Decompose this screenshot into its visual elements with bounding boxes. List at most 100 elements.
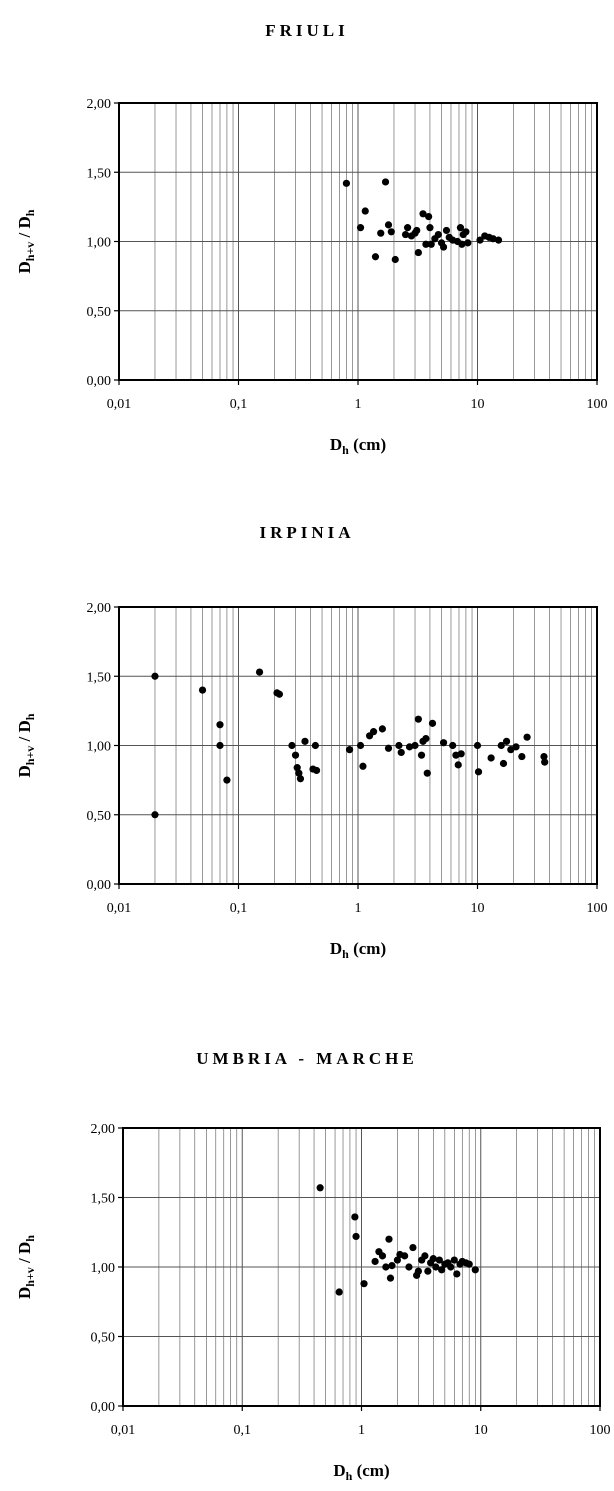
data-point [360, 1280, 368, 1288]
data-point [442, 226, 451, 235]
x-tick-label: 100 [590, 1423, 611, 1438]
y-tick-label: 0,00 [87, 878, 112, 893]
y-tick-label: 0,50 [87, 809, 112, 824]
data-point [401, 230, 410, 239]
x-tick-label: 1 [355, 901, 362, 916]
data-point [411, 741, 419, 750]
data-point [414, 715, 422, 723]
data-points [151, 668, 549, 819]
data-point [384, 221, 393, 229]
x-tick-label: 0,01 [107, 901, 132, 916]
data-point [391, 255, 399, 264]
y-tick-label: 2,00 [87, 97, 112, 112]
y-axis-label-main: D [15, 765, 34, 777]
data-point [293, 764, 301, 772]
data-point [371, 1257, 379, 1266]
data-point [405, 743, 414, 751]
data-point [474, 768, 483, 776]
x-axis-label-main: D [333, 1461, 345, 1480]
data-point [457, 750, 465, 758]
data-point [497, 741, 505, 750]
data-point [540, 752, 548, 761]
data-point [151, 672, 159, 680]
data-point [356, 741, 365, 750]
data-point [384, 744, 393, 752]
x-axis-label: Dh (cm) [330, 435, 386, 457]
data-point [462, 228, 470, 236]
data-points [316, 1184, 479, 1296]
data-point [345, 746, 354, 754]
data-point [401, 1252, 409, 1260]
x-tick-label: 1 [358, 1423, 365, 1438]
data-point [417, 751, 426, 759]
x-axis-label: Dh (cm) [330, 939, 386, 961]
data-point [458, 240, 466, 248]
data-point [439, 243, 448, 251]
x-tick-label: 0,1 [230, 397, 248, 412]
x-tick-label: 10 [471, 397, 485, 412]
data-point [378, 725, 386, 733]
y-axis-label-sub: h+v [23, 1267, 37, 1287]
data-point [356, 224, 365, 232]
y-axis-label-main: D [15, 1287, 34, 1299]
y-tick-label: 0,00 [91, 1400, 116, 1415]
chart-title: UMBRIA - MARCHE [196, 1049, 418, 1068]
y-axis-label-sub: h+v [23, 242, 37, 262]
x-axis-label-unit: (cm) [352, 1461, 389, 1480]
data-point [311, 741, 319, 750]
y-axis-label-mid: / D [15, 1242, 34, 1268]
data-point [454, 761, 462, 769]
data-point [487, 754, 495, 762]
chart-panel-1: FRIULI 0,00 0,50 1,00 1,50 2,00 0,01 0,1 1 10 100 D… [15, 21, 608, 457]
data-point [361, 207, 369, 215]
y-tick-label: 1,50 [91, 1192, 116, 1207]
data-point [359, 762, 367, 770]
y-axis-label-sub2: h [23, 1235, 37, 1242]
data-point [387, 228, 395, 236]
data-point [403, 224, 412, 232]
data-point [386, 1274, 395, 1282]
data-point [414, 1267, 422, 1275]
data-point [342, 179, 351, 187]
data-point [275, 690, 284, 698]
y-tick-label: 0,50 [91, 1331, 116, 1346]
data-point [449, 741, 457, 750]
y-axis-label-mid: / D [15, 720, 34, 746]
data-point [223, 776, 231, 784]
data-point [473, 741, 482, 750]
x-tick-label: 0,1 [234, 1423, 252, 1438]
y-axis-label: Dh+v / Dh [15, 713, 37, 777]
data-point [427, 240, 435, 248]
x-tick-label: 0,1 [230, 901, 248, 916]
data-point [512, 743, 520, 751]
gridlines [123, 1128, 600, 1406]
chart-title: FRIULI [265, 21, 349, 40]
data-point [397, 748, 405, 757]
data-point [151, 811, 159, 819]
data-point [413, 226, 421, 235]
data-point [450, 1256, 458, 1264]
y-tick-label: 0,00 [87, 374, 112, 389]
y-tick-label: 1,00 [87, 236, 112, 251]
x-axis-label: Dh (cm) [333, 1461, 389, 1483]
data-point [447, 1263, 455, 1271]
data-point [422, 240, 430, 248]
data-point [385, 1235, 393, 1243]
x-tick-label: 0,01 [111, 1423, 136, 1438]
y-tick-label: 2,00 [87, 601, 112, 616]
data-point [295, 769, 303, 777]
data-point [388, 1262, 396, 1270]
data-point [352, 1232, 360, 1241]
data-point [426, 224, 434, 232]
data-point [476, 236, 484, 244]
y-tick-label: 1,00 [87, 740, 112, 755]
data-point [419, 210, 427, 218]
y-axis-label: Dh+v / Dh [15, 1235, 37, 1299]
data-point [198, 686, 207, 694]
data-point [369, 728, 378, 736]
data-point [335, 1288, 343, 1296]
data-point [432, 1263, 440, 1271]
x-tick-label: 10 [474, 1423, 488, 1438]
data-point [296, 775, 305, 783]
